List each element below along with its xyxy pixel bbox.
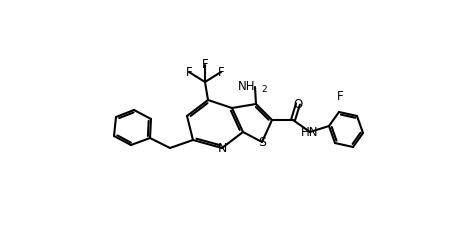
Text: F: F [337, 90, 344, 103]
Text: O: O [294, 98, 303, 111]
Text: HN: HN [301, 126, 319, 138]
Text: F: F [185, 66, 192, 78]
Text: 2: 2 [261, 85, 267, 94]
Text: F: F [202, 59, 208, 71]
Text: F: F [218, 66, 224, 78]
Text: N: N [217, 142, 227, 154]
Text: S: S [258, 136, 266, 149]
Text: NH: NH [238, 81, 255, 93]
